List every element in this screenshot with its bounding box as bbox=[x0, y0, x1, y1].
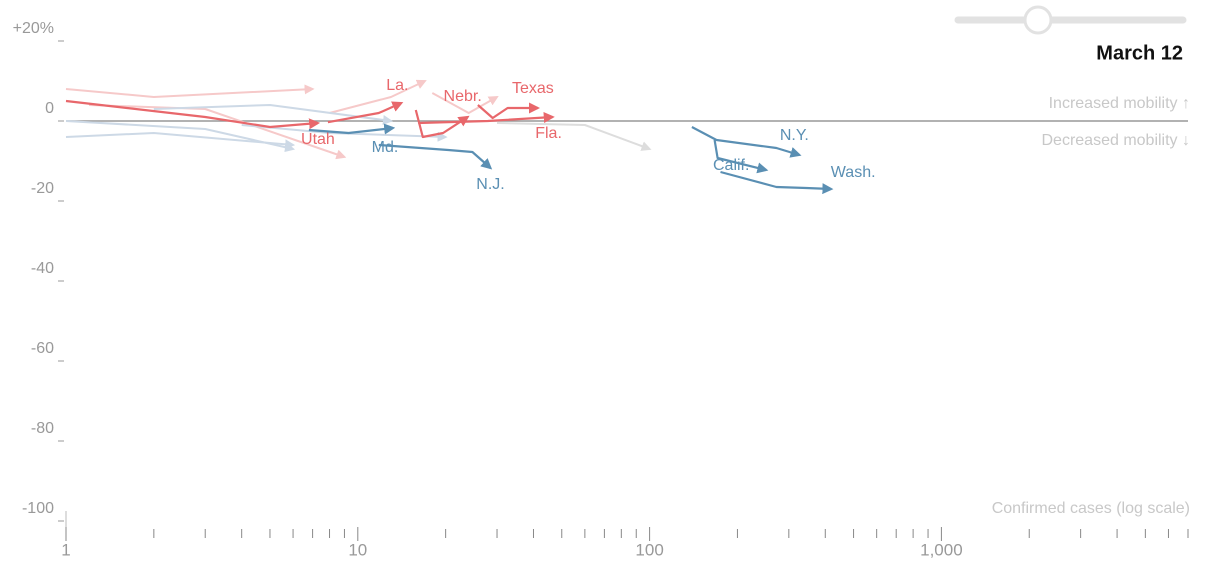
trajectory bbox=[477, 102, 540, 120]
background-trajectory bbox=[431, 92, 499, 114]
trajectory bbox=[327, 101, 404, 124]
trajectory bbox=[65, 99, 321, 130]
y-tick-label: -80 bbox=[31, 420, 54, 437]
y-note-up: Increased mobility ↑ bbox=[1049, 95, 1190, 112]
series-label: La. bbox=[386, 77, 408, 94]
series-label: Md. bbox=[372, 139, 399, 156]
background-trajectory bbox=[496, 122, 652, 151]
background-trajectory bbox=[65, 120, 296, 153]
background-trajectory bbox=[329, 79, 427, 114]
trajectory bbox=[691, 126, 802, 158]
background-trajectory bbox=[65, 132, 296, 150]
slider-knob[interactable] bbox=[1023, 5, 1053, 35]
series-label: N.Y. bbox=[780, 127, 809, 144]
background-trajectory bbox=[89, 104, 347, 160]
trajectory bbox=[418, 112, 555, 125]
y-tick-label: -40 bbox=[31, 260, 54, 277]
series-label: Texas bbox=[512, 80, 554, 97]
x-tick-label: 1 bbox=[61, 540, 70, 559]
trajectory bbox=[713, 139, 769, 174]
x-tick-label: 100 bbox=[635, 540, 663, 559]
x-tick-label: 1,000 bbox=[920, 540, 963, 559]
trajectory bbox=[378, 143, 493, 170]
y-note-down: Decreased mobility ↓ bbox=[1042, 132, 1191, 149]
series-label: Wash. bbox=[831, 164, 876, 181]
series-label: N.J. bbox=[476, 176, 504, 193]
trajectory bbox=[308, 123, 396, 135]
x-axis-label: Confirmed cases (log scale) bbox=[992, 500, 1190, 517]
y-tick-label: -20 bbox=[31, 180, 54, 197]
series-label: Calif. bbox=[713, 157, 749, 174]
y-tick-label: -60 bbox=[31, 340, 54, 357]
y-tick-label: 0 bbox=[45, 100, 54, 117]
plot: +20% 0 -20 -40 -60 -80 -100 1 10 100 1,000 Utah La. N… bbox=[13, 20, 1189, 559]
background-trajectory bbox=[65, 84, 315, 98]
series-label: Nebr. bbox=[444, 88, 482, 105]
series-label: Utah bbox=[301, 131, 335, 148]
date-label: March 12 bbox=[1096, 42, 1183, 64]
background-trajectory bbox=[153, 104, 393, 125]
series-label: Fla. bbox=[535, 125, 562, 142]
x-tick-label: 10 bbox=[348, 540, 367, 559]
y-tick-label: +20% bbox=[13, 20, 54, 37]
y-tick-label: -100 bbox=[22, 500, 54, 517]
trajectory bbox=[720, 170, 834, 195]
